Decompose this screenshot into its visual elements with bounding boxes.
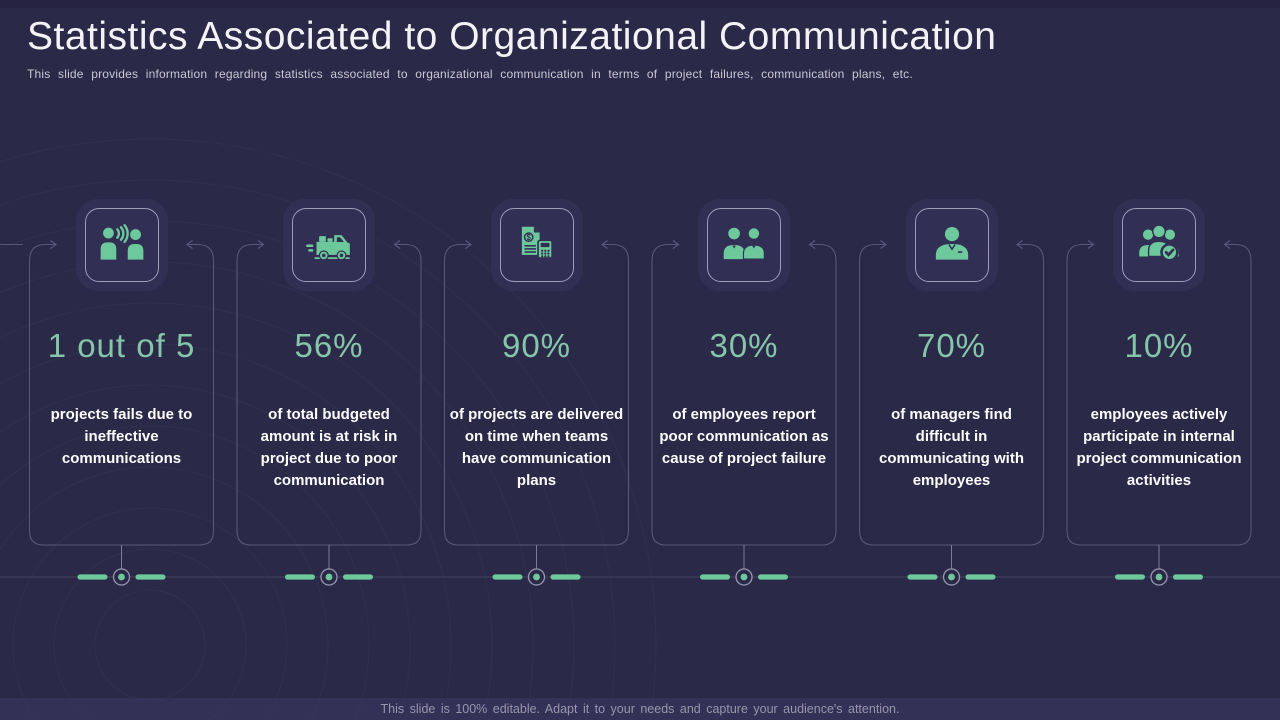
tile-inner-border <box>914 208 989 282</box>
stat-description: of total budgeted amount is at risk in p… <box>260 406 398 489</box>
icon-tile <box>1113 199 1205 291</box>
stat-value: 90% <box>501 327 572 364</box>
team-approved-icon <box>1139 224 1179 262</box>
stat-description: projects fails due to ineffective commun… <box>50 406 193 467</box>
top-edge-strip <box>0 0 1280 8</box>
stat-column-2: 56% of total budgeted amount is at risk … <box>237 199 421 549</box>
stat-description: employees actively participate in intern… <box>1076 406 1242 489</box>
people-communication-icon <box>100 224 143 260</box>
stat-value: 30% <box>709 327 779 364</box>
icon-tile <box>283 199 375 291</box>
budget-calculator-icon: $ <box>521 226 553 259</box>
stat-value: 70% <box>916 327 987 364</box>
stat-column-3: $ 90% of projects are delivered on time … <box>445 199 629 549</box>
tile-inner-border <box>499 208 574 282</box>
footer-bar: This slide is 100% editable. Adapt it to… <box>0 698 1280 720</box>
stat-value: 10% <box>1124 327 1194 364</box>
manager-icon <box>935 226 968 260</box>
tile-inner-border <box>1122 208 1196 282</box>
two-employees-icon <box>723 227 765 260</box>
stat-description: of projects are delivered on time when t… <box>449 406 624 489</box>
icon-tile <box>698 199 790 291</box>
icon-tile: $ <box>490 199 583 291</box>
stat-column-5: 70% of managers find difficult in commun… <box>860 199 1044 549</box>
icon-tile <box>905 199 998 291</box>
stat-description: of employees report poor communication a… <box>659 406 829 467</box>
stat-column-1: 1 out of 5 projects fails due to ineffec… <box>30 199 214 549</box>
stat-value: 56% <box>294 327 364 364</box>
stat-column-6: 10% employees actively participate in in… <box>1067 199 1251 549</box>
footer-note: This slide is 100% editable. Adapt it to… <box>380 702 900 716</box>
stat-value: 1 out of 5 <box>47 327 196 364</box>
tile-inner-border <box>84 208 159 282</box>
tile-inner-border <box>292 208 366 282</box>
tile-inner-border <box>707 208 781 282</box>
page-subtitle: This slide provides information regardin… <box>27 66 913 81</box>
delivery-truck-icon <box>306 235 350 261</box>
slide-header: Statistics Associated to Organizational … <box>27 14 1257 81</box>
svg-text:$: $ <box>526 233 531 242</box>
page-title: Statistics Associated to Organizational … <box>27 15 997 58</box>
stat-column-4: 30% of employees report poor communicati… <box>652 199 836 549</box>
icon-tile <box>75 199 168 291</box>
stat-description: of managers find difficult in communicat… <box>878 406 1024 489</box>
